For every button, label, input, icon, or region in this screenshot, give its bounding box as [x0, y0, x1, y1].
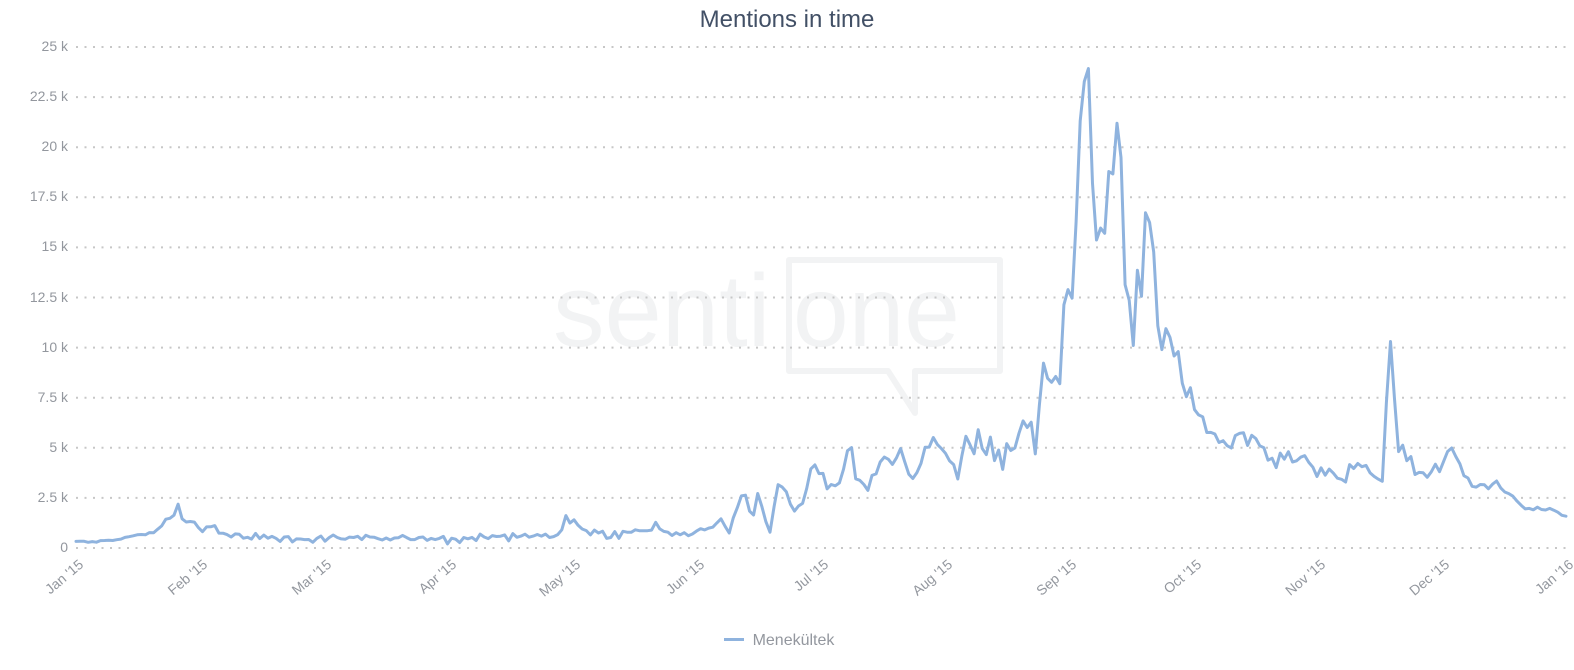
svg-text:one: one — [793, 256, 960, 368]
svg-text:senti: senti — [553, 253, 771, 368]
